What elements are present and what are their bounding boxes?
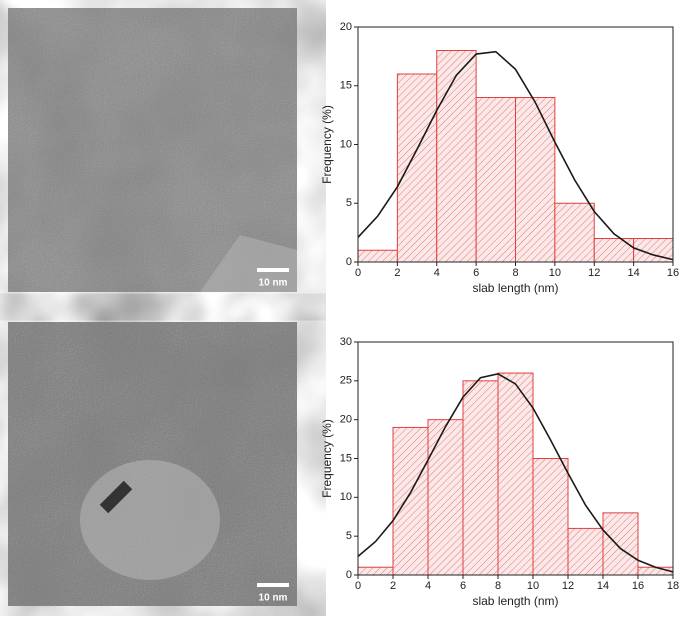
fit-curve xyxy=(357,372,674,573)
x-tick-label: 4 xyxy=(434,267,440,279)
bar xyxy=(497,372,534,576)
bar xyxy=(427,419,464,576)
x-tick-label: 14 xyxy=(628,267,640,279)
y-tick-label: 10 xyxy=(340,138,352,150)
y-tick-label: 0 xyxy=(346,569,352,581)
fit-curve xyxy=(357,50,674,261)
x-tick-label: 2 xyxy=(394,267,400,279)
x-tick-label: 0 xyxy=(355,267,361,279)
x-tick-label: 8 xyxy=(512,267,518,279)
bar xyxy=(593,238,635,263)
x-tick-label: 18 xyxy=(667,580,679,592)
bar xyxy=(475,97,516,263)
bar xyxy=(357,566,394,576)
y-tick-label: 0 xyxy=(346,256,352,268)
bar xyxy=(436,50,477,263)
y-axis-label: Frequency (%) xyxy=(320,419,334,498)
x-tick-label: 4 xyxy=(425,580,431,592)
x-tick-label: 12 xyxy=(588,267,600,279)
y-tick-label: 5 xyxy=(346,530,352,542)
bar xyxy=(462,380,499,576)
bar xyxy=(554,202,595,263)
y-tick-label: 30 xyxy=(340,336,352,348)
x-tick-label: 12 xyxy=(562,580,574,592)
bar xyxy=(532,458,569,576)
y-tick-label: 5 xyxy=(346,197,352,209)
x-tick-label: 6 xyxy=(460,580,466,592)
tem-image: 10 nm xyxy=(8,322,297,606)
bar xyxy=(396,73,438,263)
x-tick-label: 6 xyxy=(473,267,479,279)
x-axis-label: slab length (nm) xyxy=(472,281,558,295)
scale-bar-label: 10 nm xyxy=(259,278,288,289)
tem-image: 10 nm xyxy=(8,8,297,292)
x-tick-label: 10 xyxy=(549,267,561,279)
x-tick-label: 2 xyxy=(390,580,396,592)
scale-bar-label: 10 nm xyxy=(259,593,288,604)
bar xyxy=(357,249,398,263)
bar xyxy=(602,512,639,576)
histogram-chart: 0 2 4 6 8 10 12 14 16 18 0 5 10 15 20 25 30 slab length (… xyxy=(320,336,679,608)
x-tick-label: 16 xyxy=(632,580,644,592)
bar xyxy=(515,97,556,263)
x-tick-label: 16 xyxy=(667,267,679,279)
bar xyxy=(392,426,429,576)
y-tick-label: 20 xyxy=(340,414,352,426)
y-tick-label: 25 xyxy=(340,375,352,387)
x-tick-label: 14 xyxy=(597,580,609,592)
y-tick-label: 15 xyxy=(340,452,352,464)
y-tick-label: 10 xyxy=(340,491,352,503)
y-axis-label: Frequency (%) xyxy=(320,105,334,184)
x-axis-label: slab length (nm) xyxy=(472,594,558,608)
x-tick-label: 0 xyxy=(355,580,361,592)
y-tick-label: 15 xyxy=(340,80,352,92)
x-tick-label: 10 xyxy=(527,580,539,592)
bar xyxy=(567,527,604,576)
x-tick-label: 8 xyxy=(495,580,501,592)
histogram-chart: 0 2 4 6 8 10 12 14 16 0 5 10 15 20 slab length (nm) Fre… xyxy=(320,21,679,295)
y-tick-label: 20 xyxy=(340,21,352,33)
